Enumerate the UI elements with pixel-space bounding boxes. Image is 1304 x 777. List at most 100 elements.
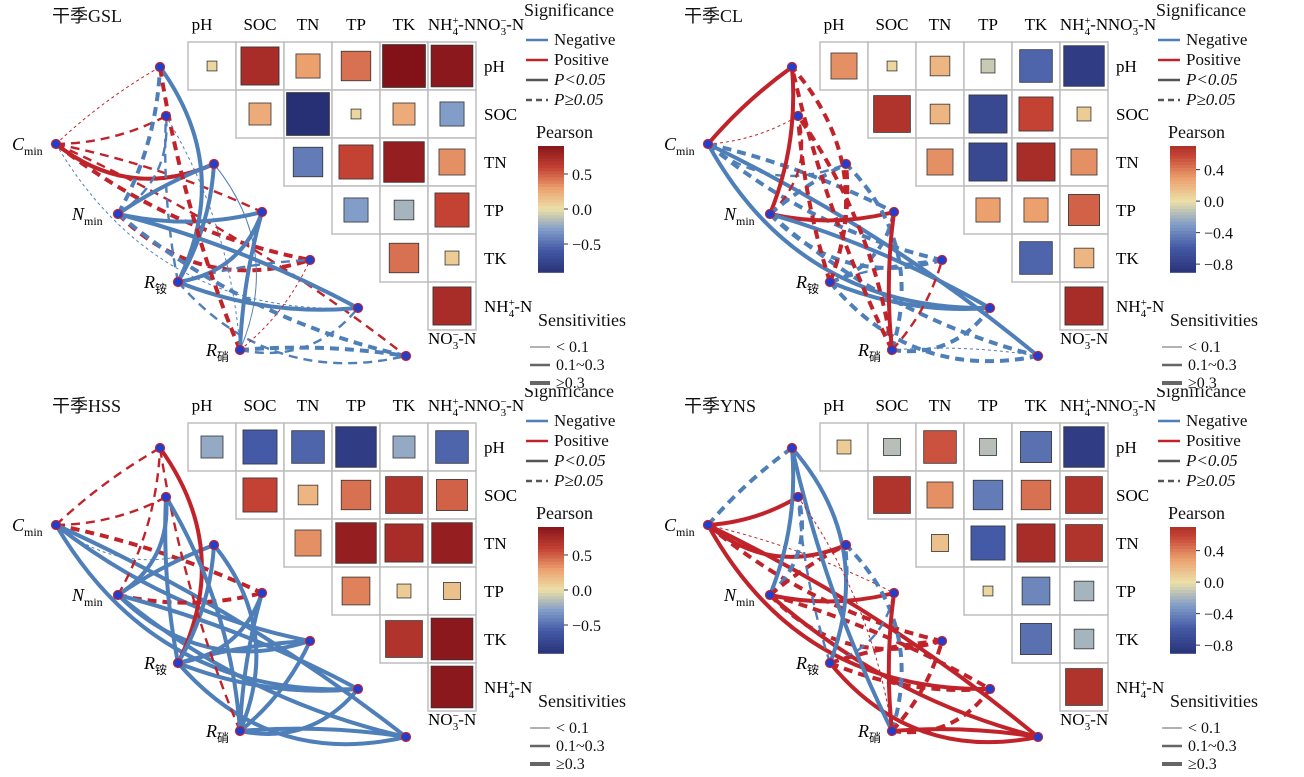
heatmap-square [972,479,1004,511]
colorbar-step [1170,583,1196,588]
colorbar-step [538,530,564,535]
colorbar-step [538,180,564,185]
link-line [768,496,805,597]
link-line [707,115,799,145]
colorbar-step [1170,196,1196,201]
colorbar-step [538,243,564,248]
heatmap-square [980,58,996,74]
factor-label: R硝 [205,721,229,745]
colorbar-step [538,209,564,213]
heatmap-square [338,144,374,180]
link-line [177,639,311,665]
legend-sens-label: < 0.1 [556,339,589,356]
chart-svg: 干季GSL pH SOC TN TP TK NH+ 4-N NO− 3-NpHSOCTNTPTKN… [12,0,626,388]
colorbar-step [1170,564,1196,569]
heatmap-square [1021,576,1051,606]
row-label: NH+ 4-N [1116,297,1164,320]
colorbar-step [1170,146,1196,150]
colorbar-step [1170,646,1196,651]
link-line [828,280,1039,364]
colorbar-step [538,558,564,563]
variable-node [208,539,220,551]
column-label: SOC [243,396,276,415]
row-label: pH [1116,438,1137,457]
factor-node [234,344,246,356]
legend-negative-label: Negative [554,30,615,49]
link-line [55,523,408,739]
column-label: NO− 3-N [476,15,524,38]
heatmap-square [385,476,423,514]
colorbar-step [538,183,564,188]
heatmap-square [982,585,994,597]
link-line [158,65,204,283]
colorbar-step [1170,608,1196,613]
column-label: TP [346,15,366,34]
heatmap-square [1070,148,1098,176]
link-line [707,495,800,527]
heatmap-square [295,53,321,79]
legend-negative-label: Negative [1186,30,1247,49]
heatmap-square [340,50,372,82]
link-line [797,496,893,732]
legend-sens-label: 0.1~0.3 [556,738,605,755]
heatmap-square [926,481,954,509]
legend-sens-label: ≥0.3 [556,375,585,388]
legend-sens-label: 0.1~0.3 [556,357,605,374]
link-line [238,211,264,351]
heatmap-square [923,430,957,464]
heatmap-square [242,429,278,465]
link-line [706,142,943,262]
legend-negative-label: Negative [1186,411,1247,430]
colorbar-step [1170,612,1196,616]
colorbar-step [1170,253,1196,258]
link-line [886,592,896,732]
link-line [891,306,992,354]
colorbar-step [538,580,564,585]
heatmap-square [1065,668,1103,706]
colorbar-tick-label: 0.5 [572,167,592,184]
column-label: NO− 3-N [476,396,524,419]
colorbar-step [538,567,564,572]
factor-node [50,519,62,531]
colorbar-step [538,265,564,270]
heatmap-square [291,430,325,464]
link-line [768,66,796,215]
colorbar-step [538,196,564,201]
link-line [828,544,849,664]
column-label: TN [929,396,952,415]
heatmap-cell [379,185,429,235]
colorbar-step [1170,190,1196,195]
colorbar-step [1170,183,1196,188]
column-label: NH+ 4-N [1060,15,1108,38]
factor-node [702,138,714,150]
colorbar-step [1170,577,1196,582]
heatmap-square [1073,628,1095,650]
colorbar-step [1170,602,1196,607]
colorbar-step [538,190,564,195]
legend-nonsig-label: P≥0.05 [1185,471,1235,490]
colorbar-step [1170,627,1196,632]
heatmap-square [439,101,465,127]
colorbar-step [1170,552,1196,557]
variable-node [786,61,798,73]
variable-node [352,302,364,314]
factor-label: R铵 [795,653,819,677]
heatmap-square [392,102,416,126]
heatmap-square [1065,476,1103,514]
factor-label: R铵 [143,272,167,296]
legend-title-sensitivities: Sensitivities [1170,310,1258,330]
legend-nonsig-label: P≥0.05 [553,471,603,490]
colorbar-step [1170,249,1196,254]
colorbar-step [538,199,564,204]
link-line [891,347,1039,357]
colorbar-step [538,564,564,569]
legend-sens-label: ≥0.3 [1188,756,1217,773]
colorbar-step [538,231,564,235]
colorbar-step [1170,177,1196,182]
heatmap-square [240,46,280,86]
legend-sens-label: 0.1~0.3 [1188,738,1237,755]
row-label: TN [484,534,507,553]
colorbar-step [1170,574,1196,579]
variable-node [936,635,948,647]
row-label: NH+ 4-N [484,297,532,320]
